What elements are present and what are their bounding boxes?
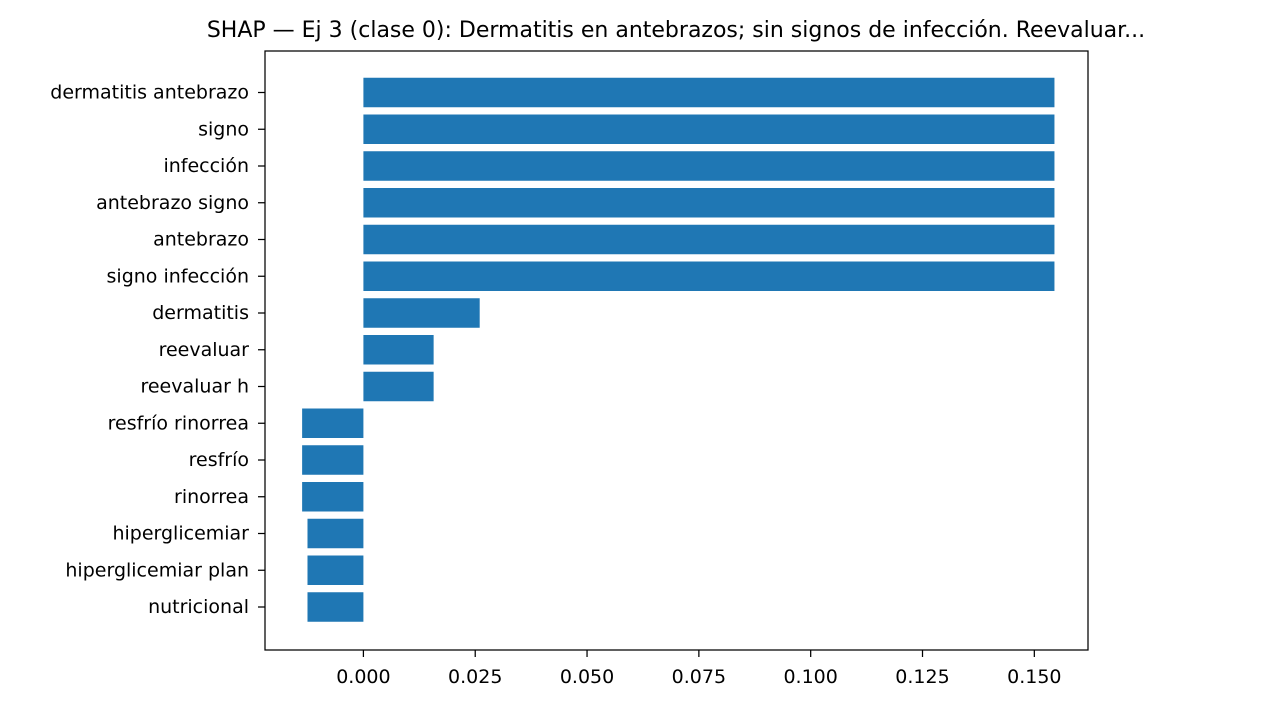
y-tick-label: reevaluar h bbox=[140, 376, 249, 398]
bar-hiperglicemiar-plan bbox=[307, 555, 364, 585]
y-tick-label: hiperglicemiar bbox=[112, 523, 249, 545]
x-tick-label: 0.025 bbox=[448, 666, 502, 688]
y-tick-label: antebrazo bbox=[153, 229, 249, 251]
x-tick-label: 0.150 bbox=[1007, 666, 1061, 688]
y-tick-label: rinorrea bbox=[174, 486, 249, 508]
bar-infeccion bbox=[363, 151, 1055, 181]
y-tick-label: resfrío rinorrea bbox=[108, 412, 249, 434]
y-tick-label: reevaluar bbox=[159, 339, 250, 361]
bar-signo-infeccion bbox=[363, 261, 1055, 291]
bar-nutricional bbox=[307, 592, 364, 622]
bar-signo bbox=[363, 114, 1055, 144]
x-tick-label: 0.075 bbox=[672, 666, 726, 688]
y-tick-label: dermatitis antebrazo bbox=[50, 82, 249, 104]
bar-reevaluar-h bbox=[363, 371, 434, 402]
y-tick-label: signo bbox=[198, 118, 249, 140]
bar-resfrio-rinorrea bbox=[302, 408, 364, 438]
chart-title: SHAP — Ej 3 (clase 0): Dermatitis en ant… bbox=[207, 18, 1145, 43]
y-tick-label: signo infección bbox=[107, 265, 249, 287]
x-tick-label: 0.050 bbox=[560, 666, 614, 688]
y-tick-label: resfrío bbox=[189, 449, 249, 471]
bar-rinorrea bbox=[302, 482, 364, 512]
x-axis-ticks: 0.000 0.025 0.050 0.075 0.100 0.125 0.150 bbox=[336, 650, 1062, 688]
y-tick-label: antebrazo signo bbox=[96, 192, 249, 214]
bar-antebrazo-signo bbox=[363, 188, 1055, 218]
x-tick-label: 0.000 bbox=[336, 666, 390, 688]
y-tick-label: infección bbox=[163, 155, 249, 177]
plot-area-frame bbox=[264, 50, 1089, 651]
y-tick-label: dermatitis bbox=[152, 302, 249, 324]
y-tick-label: nutricional bbox=[148, 596, 249, 618]
bar-reevaluar bbox=[363, 335, 434, 365]
x-tick-label: 0.125 bbox=[895, 666, 949, 688]
bars bbox=[302, 77, 1055, 622]
bar-dermatitis bbox=[363, 298, 480, 328]
y-tick-label: hiperglicemiar plan bbox=[65, 559, 249, 581]
bar-resfrio bbox=[302, 445, 364, 475]
y-axis-ticks: dermatitis antebrazo signo infección antebr… bbox=[50, 82, 265, 618]
bar-antebrazo bbox=[363, 224, 1055, 255]
x-tick-label: 0.100 bbox=[783, 666, 837, 688]
bar-hiperglicemiar bbox=[307, 518, 364, 549]
bar-dermatitis-antebrazo bbox=[363, 77, 1055, 108]
